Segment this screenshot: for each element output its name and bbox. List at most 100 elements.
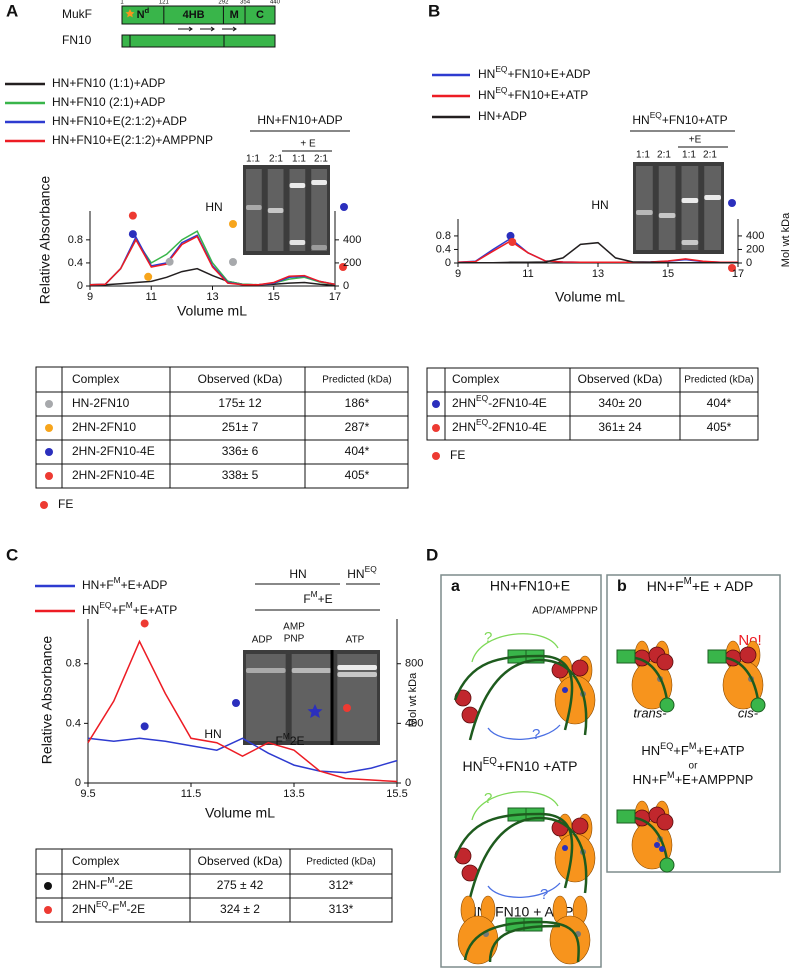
cartoon-strand [453,812,574,889]
gel-lane: 1:1 [636,150,650,161]
series-line [457,240,738,264]
y2-tick-label: 800 [405,658,423,670]
gel-band [311,245,327,250]
text-part: -2E [114,878,133,892]
cartoon-strand [488,924,561,963]
domain-label: M [230,9,239,21]
table-header: Complex [72,854,119,868]
gel-lane: PNP [284,634,305,645]
text-part: +FN10+ATP [662,113,728,127]
x-tick-label: 11 [522,268,533,280]
gel-band [704,195,721,200]
x-tick-label: 13.5 [283,788,304,800]
fn10-bar [121,34,276,48]
gel-marker [229,258,237,266]
table-cell: 340± 20 [598,396,642,410]
cartoon-body [554,675,596,725]
y-tick-label: 0 [77,280,83,292]
residue-label: 121 [159,0,170,6]
peak-marker [140,722,149,731]
row-marker [45,424,53,432]
diagram-title: HNEQ+FN10 +ATP [462,756,577,774]
y-axis-label: Relative Absorbance [37,176,53,305]
table-cell: 275 ± 42 [217,878,264,892]
domain-label: C [256,9,264,21]
gel-lane: 2:1 [269,154,283,165]
text-part: +E [318,592,333,606]
gel-lane [658,166,676,250]
superscript: EQ [99,600,112,610]
gel-band [311,180,327,185]
gel-band [246,668,286,673]
table-cell: 2HN-2FN10-4E [72,468,155,482]
table-header: Observed (kDa) [578,372,663,386]
y-tick-label: 0.4 [436,243,451,255]
series-line [89,267,336,287]
panel-label: A [6,1,18,20]
row-marker [44,882,52,890]
cartoon-atp [659,846,665,852]
text-part: HN [632,113,649,127]
sub-label: a [451,578,460,595]
peak-marker [144,272,153,281]
table-cell: 2HNEQ-2FN10-4E [452,417,547,434]
table-cell: 405* [707,420,732,434]
cartoon-strand [634,816,669,861]
domain-bar [121,5,276,25]
gel-band [291,668,332,673]
table-cell: 2HN-2FN10 [72,420,136,434]
text-part: +F [673,743,689,758]
series-line [89,235,336,286]
legend-label: HNEQ+FN10+E+ADP [478,64,591,81]
cartoon-strand [463,920,580,963]
table-header: Predicted (kDa) [322,375,391,386]
x-axis-label: Volume mL [205,805,275,821]
cartoon-head [739,646,757,664]
x-tick-label: 15 [662,268,674,280]
text-part: -2FN10-4E [488,420,547,434]
text-part: -2E [126,902,145,916]
peak-marker [506,231,515,240]
x-tick-label: 17 [329,291,341,303]
arrow [222,26,237,32]
question: ? [484,629,492,646]
diagram-box [606,574,781,873]
cartoon-fn10-c [750,697,766,713]
x-tick-label: 9 [455,268,461,280]
x-tick-label: 15 [268,291,280,303]
text-part: HN [82,603,99,617]
text-part: HN+F [633,772,667,787]
sub-label: b [617,578,627,595]
cartoon-body [554,833,596,883]
gel-marker [339,263,347,271]
superscript: M [114,575,121,585]
y2-tick-label: 0 [746,257,752,269]
table-cell: HN-2FN10 [72,396,130,410]
gel-lane: 1:1 [682,150,696,161]
y-tick-label: 0.8 [436,230,451,242]
x-axis-label: Volume mL [555,289,625,305]
legend-label: HN+FN10 (1:1)+ADP [52,76,165,90]
gel-band [636,210,653,215]
text-part: +E+ATP [133,603,177,617]
gel-group: HN [289,567,306,581]
diagram-title: HN+FN10+E [490,578,570,594]
gel-lane [291,654,332,741]
gel-band [681,240,699,245]
gel-band [681,198,699,203]
table-cell: 338± 5 [222,468,259,482]
superscript: M [126,600,133,610]
protein-label: MukF [62,7,92,21]
text-part: 2HN-F [72,878,107,892]
gel-lane [289,169,306,251]
y2-tick-label: 400 [405,717,423,729]
x-tick-label: 15.5 [386,788,407,800]
gel-sub: + E [300,139,316,150]
superscript: M [119,899,126,909]
table-cell: 336± 6 [222,444,259,458]
gel-band [267,208,284,213]
cartoon-strand [468,816,588,899]
text-part: HN [478,67,495,81]
y-tick-label: 0 [445,257,451,269]
